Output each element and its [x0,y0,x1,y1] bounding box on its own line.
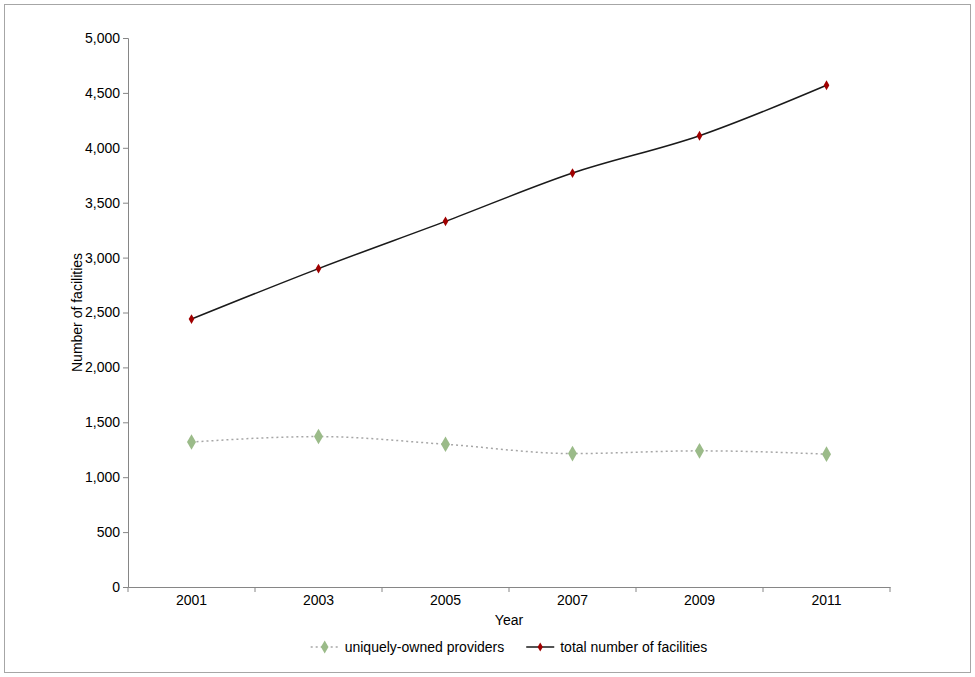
y-tick-label: 2,000 [85,359,120,375]
y-tick: 1,000 [85,469,128,485]
y-tick-mark [123,148,128,149]
y-tick: 4,000 [85,140,128,156]
y-tick: 500 [97,524,128,540]
legend-label: uniquely-owned providers [345,639,505,655]
y-tick: 0 [112,579,128,595]
series-marker [314,429,323,445]
chart-frame [5,5,971,673]
x-tick: 2007 [557,587,588,608]
series-marker [568,446,577,462]
x-tick-label: 2009 [684,592,715,608]
y-tick-mark [123,367,128,368]
y-tick: 5,000 [85,30,128,46]
y-tick: 2,000 [85,359,128,375]
y-tick-mark [123,38,128,39]
y-tick-label: 1,500 [85,414,120,430]
x-tick-label: 2001 [176,592,207,608]
y-tick-label: 3,000 [85,250,120,266]
y-tick: 3,500 [85,195,128,211]
x-category-divider [255,587,256,592]
y-tick-label: 3,500 [85,195,120,211]
x-tick-label: 2005 [430,592,461,608]
x-tick: 2011 [811,587,841,608]
x-category-divider [382,587,383,592]
series-marker [822,446,831,462]
series-marker [824,80,830,90]
y-tick-mark [123,587,128,588]
y-tick: 2,500 [85,304,128,320]
series-marker [443,216,449,226]
x-tick: 2001 [176,587,207,608]
x-axis: 2001 2003 2005 2007 2009 2011 [128,587,891,608]
y-tick-mark [123,203,128,204]
x-tick: 2003 [303,587,334,608]
y-tick-label: 0 [112,579,120,595]
y-tick-label: 5,000 [85,30,120,46]
legend-label: total number of facilities [560,639,707,655]
y-tick-label: 500 [97,524,121,540]
x-category-divider [636,587,637,592]
legend-item: total number of facilities [526,639,707,655]
x-category-divider [509,587,510,592]
y-tick-label: 4,500 [85,85,120,101]
x-category-divider [128,587,129,592]
y-tick-mark [123,422,128,423]
legend-marker [321,640,329,653]
x-category-divider [890,587,891,592]
x-tick: 2009 [684,587,715,608]
x-tick-label: 2003 [303,592,334,608]
y-tick-mark [123,93,128,94]
series-marker [697,131,703,141]
y-tick: 1,500 [85,414,128,430]
y-tick-mark [123,477,128,478]
data-layer [187,80,831,462]
chart: 0 500 1,000 1,500 2,000 2,500 3,000 3,500 4,000 4… [0,0,975,677]
series-marker [316,264,322,274]
y-tick-label: 4,000 [85,140,120,156]
x-tick-label: 2011 [811,592,841,608]
y-axis-title: Number of facilities [69,253,85,372]
series-marker [187,434,196,450]
y-tick-mark [123,258,128,259]
plot: 0 500 1,000 1,500 2,000 2,500 3,000 3,500 4,000 4… [85,30,891,608]
x-tick: 2005 [430,587,461,608]
y-axis: 0 500 1,000 1,500 2,000 2,500 3,000 3,500 4,000 4… [85,30,129,595]
y-tick-label: 2,500 [85,304,120,320]
series-line [192,437,827,455]
legend: uniquely-owned providers total number of … [311,639,708,655]
series-marker [695,443,704,459]
y-tick: 3,000 [85,250,128,266]
y-tick-mark [123,532,128,533]
y-tick-label: 1,000 [85,469,120,485]
x-category-divider [763,587,764,592]
series-marker [570,168,576,178]
series-line [192,85,827,319]
y-tick-mark [123,313,128,314]
y-axis-line [123,39,129,588]
series-marker [441,436,450,452]
y-tick: 4,500 [85,85,128,101]
x-tick-label: 2007 [557,592,588,608]
x-axis-title: Year [495,612,524,628]
legend-item: uniquely-owned providers [311,639,505,655]
legend-marker [538,642,543,651]
series-marker [189,314,195,324]
